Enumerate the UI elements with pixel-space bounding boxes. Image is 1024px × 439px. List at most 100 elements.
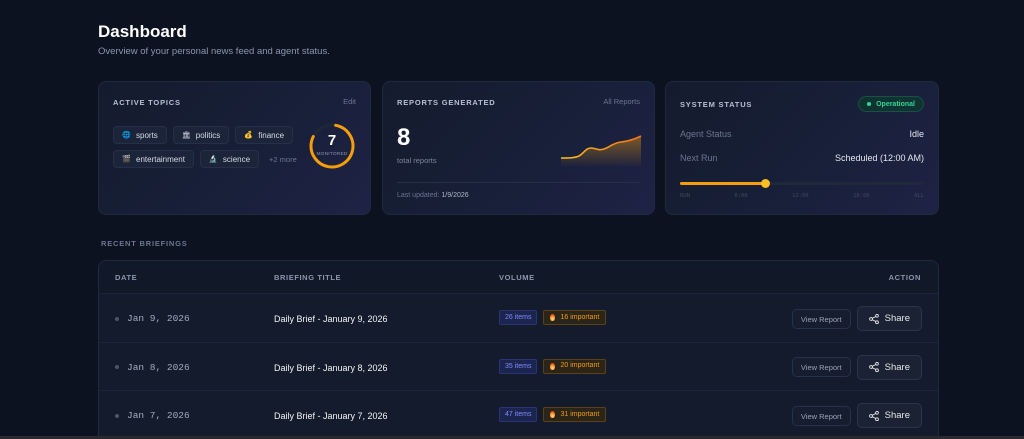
tick-label: 12:00 (792, 193, 809, 199)
volume-cell: 26 items 16 important (499, 310, 607, 325)
topic-chip-finance[interactable]: 💰 finance (235, 126, 294, 144)
date-value: Jan 9, 2026 (127, 313, 190, 324)
date-cell: Jan 9, 2026 (115, 313, 190, 324)
briefing-title: Daily Brief - January 8, 2026 (274, 362, 388, 373)
edit-topics-link[interactable]: Edit (343, 97, 356, 106)
important-count: 20 important (560, 362, 600, 369)
globe-icon: 🌐 (122, 132, 131, 139)
section-label-recent-briefings: RECENT BRIEFINGS (101, 239, 188, 248)
share-button[interactable]: Share (856, 403, 922, 428)
briefing-title: Daily Brief - January 9, 2026 (274, 314, 388, 324)
schedule-slider[interactable] (680, 179, 924, 188)
tick-label: ALL (914, 193, 924, 199)
next-run-row: Next Run Scheduled (12:00 AM) (680, 153, 924, 163)
chip-label: politics (195, 130, 221, 140)
monitored-count: 7 (327, 132, 337, 149)
briefing-title: Daily Brief - January 7, 2026 (274, 411, 388, 421)
chip-label: sports (136, 130, 158, 140)
monitored-label: MONITORED (316, 152, 348, 157)
bullet-icon (115, 365, 119, 369)
all-reports-link[interactable]: All Reports (603, 97, 640, 106)
view-report-button[interactable]: View Report (791, 308, 851, 329)
slider-fill (680, 182, 765, 185)
money-bag-icon: 💰 (244, 132, 253, 139)
date-cell: Jan 7, 2026 (115, 410, 190, 421)
table-header: DATE BRIEFING TITLE VOLUME ACTION (99, 261, 938, 294)
bullet-icon (115, 413, 119, 418)
card-label: ACTIVE TOPICS (113, 98, 181, 107)
view-report-button[interactable]: View Report (791, 357, 851, 377)
column-header-date: DATE (115, 273, 138, 282)
card-label: SYSTEM STATUS (680, 100, 753, 109)
table-row: Jan 7, 2026 Daily Brief - January 7, 202… (99, 391, 938, 439)
column-header-action: ACTION (888, 273, 921, 282)
total-reports-count: 8 (397, 124, 411, 151)
agent-status-value: Idle (909, 129, 924, 139)
bullet-icon (115, 316, 119, 321)
action-cell: View Report Share (791, 403, 922, 428)
view-report-button[interactable]: View Report (791, 405, 851, 426)
fire-icon (550, 362, 556, 370)
status-badge-label: Operational (876, 100, 915, 108)
share-label: Share (884, 361, 910, 373)
volume-cell: 35 items 20 important (499, 358, 607, 374)
items-badge: 26 items (499, 310, 538, 325)
next-run-value: Scheduled (12:00 AM) (834, 153, 924, 163)
bank-icon: 🏛 (181, 132, 191, 139)
important-badge: 16 important (543, 310, 607, 325)
total-reports-label: total reports (397, 156, 437, 165)
fire-icon (550, 314, 556, 321)
chip-label: science (222, 154, 251, 164)
reports-generated-card: REPORTS GENERATED All Reports 8 total re… (382, 81, 655, 215)
share-label: Share (884, 313, 910, 324)
column-header-title: BRIEFING TITLE (274, 273, 342, 282)
slider-handle[interactable] (761, 179, 770, 188)
sparkline-chart (561, 135, 642, 166)
more-topics-link[interactable]: +2 more (269, 154, 297, 164)
tick-label: RUN (680, 193, 690, 199)
agent-status-label: Agent Status (680, 129, 732, 139)
date-value: Jan 7, 2026 (127, 410, 190, 421)
topic-chip-sports[interactable]: 🌐 sports (113, 126, 167, 144)
divider (397, 182, 640, 183)
topic-chip-science[interactable]: 🔬 science (199, 150, 260, 168)
table-row: Jan 9, 2026 Daily Brief - January 9, 202… (99, 294, 938, 343)
system-status-card: SYSTEM STATUS Operational Agent Status I… (665, 81, 939, 215)
chip-label: entertainment (136, 154, 185, 164)
status-dot-icon (867, 102, 872, 106)
share-button[interactable]: Share (856, 354, 922, 380)
share-label: Share (884, 410, 910, 421)
agent-status-row: Agent Status Idle (680, 129, 924, 139)
important-badge: 20 important (543, 358, 607, 374)
tick-label: 6:00 (734, 193, 748, 199)
clapper-icon: 🎬 (122, 156, 131, 163)
important-count: 31 important (560, 410, 600, 418)
chip-label: finance (258, 130, 285, 140)
action-cell: View Report Share (791, 354, 922, 380)
share-icon (868, 362, 879, 372)
table-row: Jan 8, 2026 Daily Brief - January 8, 202… (99, 343, 938, 391)
volume-cell: 47 items 31 important (499, 407, 607, 422)
last-updated-value: 1/9/2026 (441, 192, 469, 199)
slider-ticks: RUN 6:00 12:00 18:00 ALL (680, 193, 924, 199)
column-header-volume: VOLUME (499, 273, 535, 282)
active-topics-card: ACTIVE TOPICS Edit 🌐 sports 🏛 politics 💰 fi… (98, 81, 371, 215)
items-badge: 47 items (499, 407, 538, 422)
next-run-label: Next Run (680, 153, 718, 163)
tick-label: 18:00 (853, 193, 870, 199)
topic-chip-entertainment[interactable]: 🎬 entertainment (113, 150, 194, 168)
date-cell: Jan 8, 2026 (115, 362, 190, 373)
page-subtitle: Overview of your personal news feed and … (98, 46, 330, 57)
date-value: Jan 8, 2026 (127, 361, 190, 373)
progress-ring-icon (309, 123, 355, 169)
share-button[interactable]: Share (856, 306, 922, 331)
items-badge: 35 items (499, 358, 538, 374)
important-badge: 31 important (543, 407, 607, 422)
share-icon (868, 313, 879, 324)
status-badge: Operational (858, 96, 924, 112)
topic-chip-politics[interactable]: 🏛 politics (172, 126, 230, 144)
page-title: Dashboard (98, 22, 187, 41)
share-icon (868, 410, 879, 421)
last-updated: Last updated: 1/9/2026 (397, 192, 469, 199)
last-updated-label: Last updated: (397, 192, 440, 199)
